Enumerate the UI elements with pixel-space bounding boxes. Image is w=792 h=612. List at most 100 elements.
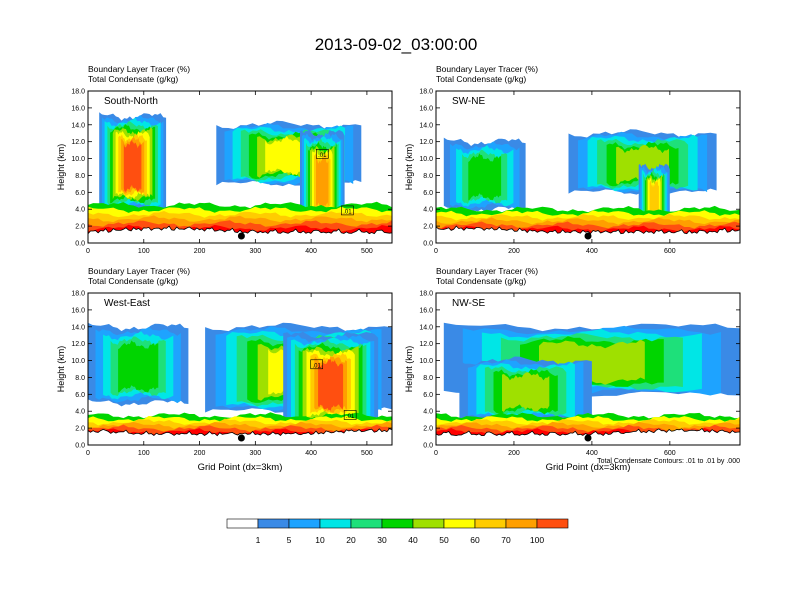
y-tick-label: 12.0 <box>71 139 85 146</box>
y-axis-label: Height (km) <box>404 346 414 393</box>
colorbar-label: 100 <box>530 535 544 545</box>
x-tick-label: 400 <box>586 248 598 255</box>
y-tick-label: 10.0 <box>419 358 433 365</box>
colorbar-label: 70 <box>501 535 511 545</box>
location-marker <box>237 434 245 442</box>
y-tick-label: 6.0 <box>423 392 433 399</box>
contour-label: .01 <box>318 153 327 159</box>
colorbar-label: 1 <box>256 535 261 545</box>
x-tick-label: 500 <box>361 450 373 457</box>
y-tick-label: 6.0 <box>75 190 85 197</box>
panel-title-line: Boundary Layer Tracer (%) <box>88 266 190 276</box>
location-marker <box>237 232 245 240</box>
x-tick-label: 200 <box>508 450 520 457</box>
x-tick-label: 100 <box>138 248 150 255</box>
x-tick-label: 200 <box>508 248 520 255</box>
x-tick-label: 400 <box>305 450 317 457</box>
y-tick-label: 0.0 <box>75 241 85 248</box>
colorbar-swatch <box>350 518 383 529</box>
y-tick-label: 14.0 <box>71 122 85 129</box>
x-tick-label: 0 <box>434 248 438 255</box>
x-tick-label: 0 <box>434 450 438 457</box>
panel-title-line: Boundary Layer Tracer (%) <box>88 64 190 74</box>
contour-label-box <box>310 359 323 370</box>
colorbar-label: 10 <box>315 535 325 545</box>
y-tick-label: 6.0 <box>75 392 85 399</box>
x-axis-label: Grid Point (dx=3km) <box>546 462 631 473</box>
tracer-band-5 <box>468 153 502 201</box>
panel-west-east: .01 .01 West-East Boundary Layer Tracer (%)… <box>56 266 393 473</box>
colorbar-label: 30 <box>377 535 387 545</box>
y-axis-label: Height (km) <box>404 144 414 191</box>
panels: .01 .01 South-North Boundary Layer Tracer (… <box>56 64 741 473</box>
y-tick-label: 18.0 <box>419 89 433 96</box>
tracer-field <box>88 293 392 445</box>
colorbar-swatch <box>257 518 290 529</box>
contour-label-box <box>341 205 354 216</box>
colorbar-swatch <box>381 518 414 529</box>
x-tick-label: 400 <box>586 450 598 457</box>
contour-footnote: Total Condensate Contours: .01 to .01 by… <box>597 458 740 465</box>
y-tick-label: 4.0 <box>75 409 85 416</box>
panel-frame <box>435 292 741 446</box>
tracer-band-8 <box>649 179 659 218</box>
colorbar-swatch <box>505 518 538 529</box>
x-tick-label: 600 <box>664 450 676 457</box>
y-tick-label: 10.0 <box>419 156 433 163</box>
colorbar-swatch <box>536 518 569 529</box>
tracer-band-6 <box>502 372 550 412</box>
y-tick-label: 8.0 <box>423 375 433 382</box>
x-tick-label: 600 <box>664 248 676 255</box>
panel-title-line: Boundary Layer Tracer (%) <box>436 64 538 74</box>
panel-title-line: Total Condensate (g/kg) <box>88 276 178 286</box>
colorbar-label: 40 <box>408 535 418 545</box>
colorbar-label: 5 <box>287 535 292 545</box>
y-tick-label: 2.0 <box>75 224 85 231</box>
y-tick-label: 2.0 <box>423 224 433 231</box>
y-tick-label: 0.0 <box>423 443 433 450</box>
y-tick-label: 12.0 <box>419 139 433 146</box>
panel-sw-ne: SW-NE Boundary Layer Tracer (%)Total Cond… <box>404 64 741 255</box>
y-tick-label: 0.0 <box>423 241 433 248</box>
panel-frame <box>87 90 393 244</box>
x-axis-label: Grid Point (dx=3km) <box>198 462 283 473</box>
y-tick-label: 0.0 <box>75 443 85 450</box>
y-tick-label: 8.0 <box>75 375 85 382</box>
x-tick-label: 300 <box>249 248 261 255</box>
y-tick-label: 12.0 <box>419 341 433 348</box>
colorbar: 1 5 10 20 30 40 50 60 70 100 <box>226 518 569 545</box>
x-tick-label: 200 <box>194 248 206 255</box>
colorbar-swatch <box>288 518 321 529</box>
contour-label: .01 <box>346 414 355 420</box>
tracer-band-10 <box>318 358 344 411</box>
x-tick-label: 400 <box>305 248 317 255</box>
tracer-field <box>88 91 392 243</box>
colorbar-swatch <box>474 518 507 529</box>
tracer-band-5 <box>118 340 159 393</box>
panel-title-line: Total Condensate (g/kg) <box>436 74 526 84</box>
y-tick-label: 18.0 <box>71 89 85 96</box>
y-tick-label: 18.0 <box>71 291 85 298</box>
x-tick-label: 0 <box>86 450 90 457</box>
y-tick-label: 2.0 <box>75 426 85 433</box>
y-tick-label: 14.0 <box>419 122 433 129</box>
y-tick-label: 16.0 <box>419 307 433 314</box>
colorbar-swatch <box>412 518 445 529</box>
x-tick-label: 200 <box>194 450 206 457</box>
colorbar-label: 20 <box>346 535 356 545</box>
tracer-band-10 <box>123 138 142 193</box>
x-tick-label: 300 <box>249 450 261 457</box>
y-tick-label: 10.0 <box>71 156 85 163</box>
y-tick-label: 18.0 <box>419 291 433 298</box>
y-tick-label: 12.0 <box>71 341 85 348</box>
y-tick-label: 6.0 <box>423 190 433 197</box>
contour-label: .01 <box>313 363 322 369</box>
contour-label-box <box>315 149 329 159</box>
colorbar-swatch <box>226 518 259 529</box>
y-axis-label: Height (km) <box>56 346 66 393</box>
tracer-field <box>436 293 740 445</box>
x-tick-label: 500 <box>361 248 373 255</box>
panel-label: West-East <box>104 298 150 309</box>
panel-title-line: Total Condensate (g/kg) <box>88 74 178 84</box>
